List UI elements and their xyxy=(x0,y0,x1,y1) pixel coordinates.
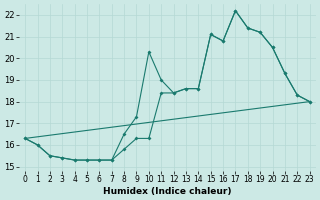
X-axis label: Humidex (Indice chaleur): Humidex (Indice chaleur) xyxy=(103,187,232,196)
